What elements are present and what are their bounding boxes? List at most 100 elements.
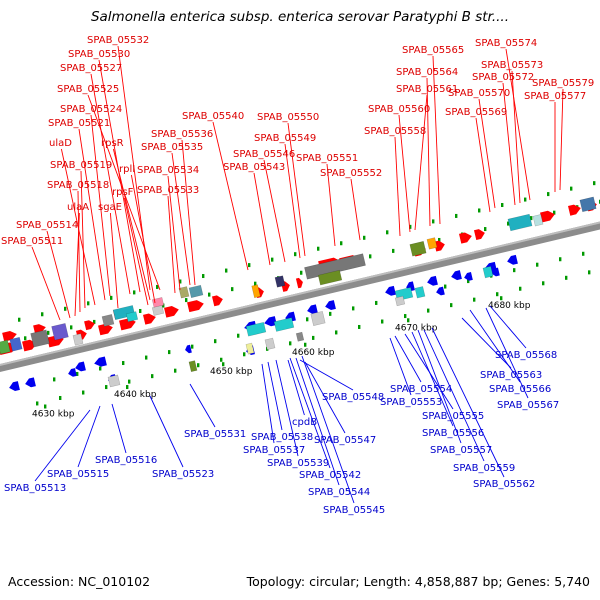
gene-label-reverse[interactable]: SPAB_05545 (323, 505, 385, 516)
reverse-gene-arrow[interactable] (490, 267, 500, 278)
gene-label-forward[interactable]: SPAB_05521 (48, 118, 110, 129)
reverse-gene-arrow[interactable] (426, 275, 438, 287)
gene-label-reverse[interactable]: SPAB_05563 (480, 370, 542, 381)
gene-label-forward[interactable]: SPAB_05546 (233, 149, 295, 160)
gene-label-reverse[interactable]: SPAB_05523 (152, 469, 214, 480)
forward-gene-arrow[interactable] (568, 203, 582, 216)
gene-label-forward[interactable]: SPAB_05536 (151, 129, 213, 140)
gene-label-forward[interactable]: rpsR (101, 138, 124, 149)
gene-label-forward[interactable]: SPAB_05552 (320, 168, 382, 179)
reverse-gene-arrow[interactable] (506, 254, 518, 266)
forward-gene-arrow[interactable] (540, 209, 556, 223)
gene-label-forward[interactable]: SPAB_05550 (257, 112, 319, 123)
forward-gene-arrow[interactable] (187, 299, 205, 313)
forward-gene-arrow[interactable] (211, 294, 224, 307)
forward-gene-arrow[interactable] (33, 323, 47, 335)
gene-box[interactable] (274, 275, 286, 288)
forward-gene-arrow[interactable] (295, 277, 304, 289)
gene-label-forward[interactable]: SPAB_05511 (1, 236, 63, 247)
gene-label-forward[interactable]: rplI (119, 164, 135, 175)
gene-label-reverse[interactable]: SPAB_05553 (380, 397, 442, 408)
reverse-gene-arrow[interactable] (324, 300, 336, 311)
gene-label-reverse[interactable]: SPAB_05557 (430, 445, 492, 456)
gene-label-forward[interactable]: SPAB_05564 (396, 67, 458, 78)
reverse-gene-arrow[interactable] (435, 286, 445, 297)
gene-label-reverse[interactable]: SPAB_05548 (322, 392, 384, 403)
reverse-gene-arrow[interactable] (450, 270, 462, 281)
gene-label-forward[interactable]: SPAB_05518 (47, 180, 109, 191)
gene-label-forward[interactable]: SPAB_05543 (223, 162, 285, 173)
gene-label-forward[interactable]: ulaA (67, 202, 89, 213)
gene-label-reverse[interactable]: SPAB_05542 (299, 470, 361, 481)
gene-label-forward[interactable]: SPAB_05527 (60, 63, 122, 74)
gene-box[interactable] (245, 321, 267, 337)
gene-box[interactable] (310, 310, 326, 327)
gene-box[interactable] (188, 360, 198, 373)
reverse-gene-arrow[interactable] (184, 344, 192, 354)
gene-label-forward[interactable]: SPAB_05530 (68, 49, 130, 60)
gene-label-forward[interactable]: SPAB_05569 (445, 107, 507, 118)
gene-box[interactable] (426, 237, 438, 250)
reverse-gene-arrow[interactable] (24, 377, 36, 388)
gene-label-reverse[interactable]: SPAB_05547 (314, 435, 376, 446)
gene-label-reverse[interactable]: SPAB_05566 (489, 384, 551, 395)
forward-gene-arrow[interactable] (473, 228, 486, 241)
forward-gene-arrow[interactable] (84, 319, 96, 331)
gene-label-reverse[interactable]: SPAB_05559 (453, 463, 515, 474)
gene-box[interactable] (245, 342, 255, 355)
forward-gene-arrow[interactable] (119, 317, 137, 331)
gene-label-reverse[interactable]: SPAB_05544 (308, 487, 370, 498)
gene-label-forward[interactable]: SPAB_05573 (481, 60, 543, 71)
forward-gene-arrow[interactable] (2, 330, 18, 342)
gene-label-forward[interactable]: SPAB_05533 (137, 185, 199, 196)
gene-label-reverse[interactable]: SPAB_05567 (497, 400, 559, 411)
gene-label-reverse[interactable]: SPAB_05539 (267, 458, 329, 469)
reverse-gene-arrow[interactable] (463, 272, 473, 282)
forward-gene-arrow[interactable] (459, 231, 473, 244)
gene-box[interactable] (101, 314, 115, 327)
reverse-gene-arrow[interactable] (93, 356, 107, 368)
gene-box[interactable] (178, 286, 190, 299)
gene-label-forward[interactable]: SPAB_05519 (50, 160, 112, 171)
gene-label-forward[interactable]: ulaD (49, 138, 72, 149)
gene-label-forward[interactable]: SPAB_05524 (60, 104, 122, 115)
gene-label-forward[interactable]: SPAB_05558 (364, 126, 426, 137)
gene-box[interactable] (72, 333, 84, 346)
forward-gene-arrow[interactable] (164, 305, 180, 318)
gene-label-reverse[interactable]: SPAB_05516 (95, 455, 157, 466)
forward-gene-arrow[interactable] (143, 312, 157, 325)
gene-label-forward[interactable]: rpsF (112, 187, 134, 198)
gene-label-reverse[interactable]: SPAB_05556 (422, 428, 484, 439)
gene-label-forward[interactable]: SPAB_05560 (368, 104, 430, 115)
gene-box[interactable] (30, 329, 50, 348)
reverse-gene-arrow[interactable] (67, 368, 77, 378)
gene-label-forward[interactable]: SPAB_05577 (524, 91, 586, 102)
reverse-gene-arrow[interactable] (306, 304, 318, 315)
gene-box[interactable] (414, 286, 426, 299)
gene-box[interactable] (317, 269, 343, 286)
gene-label-reverse[interactable]: SPAB_05537 (243, 445, 305, 456)
gene-label-reverse[interactable]: cpdB (292, 417, 317, 428)
gene-label-reverse[interactable]: SPAB_05554 (390, 384, 452, 395)
gene-label-forward[interactable]: SPAB_05572 (472, 72, 534, 83)
gene-label-forward[interactable]: SPAB_05579 (532, 78, 594, 89)
gene-label-forward[interactable]: SPAB_05514 (16, 220, 78, 231)
reverse-gene-arrow[interactable] (384, 285, 396, 297)
gene-label-reverse[interactable]: SPAB_05538 (251, 432, 313, 443)
gene-label-reverse[interactable]: SPAB_05513 (4, 483, 66, 494)
gene-box[interactable] (264, 337, 276, 350)
gene-label-forward[interactable]: SPAB_05540 (182, 111, 244, 122)
gene-label-forward[interactable]: SPAB_05574 (475, 38, 537, 49)
gene-box[interactable] (251, 284, 261, 299)
gene-label-reverse[interactable]: SPAB_05531 (184, 429, 246, 440)
gene-label-forward[interactable]: SPAB_05535 (141, 142, 203, 153)
gene-box[interactable] (0, 339, 11, 355)
gene-box[interactable] (125, 311, 139, 322)
gene-label-reverse[interactable]: SPAB_05555 (422, 411, 484, 422)
gene-box[interactable] (507, 213, 533, 232)
gene-box[interactable] (9, 336, 23, 352)
gene-label-forward[interactable]: SPAB_05570 (448, 88, 510, 99)
reverse-gene-arrow[interactable] (74, 361, 86, 372)
gene-label-forward[interactable]: SPAB_05549 (254, 133, 316, 144)
gene-box[interactable] (482, 266, 494, 279)
